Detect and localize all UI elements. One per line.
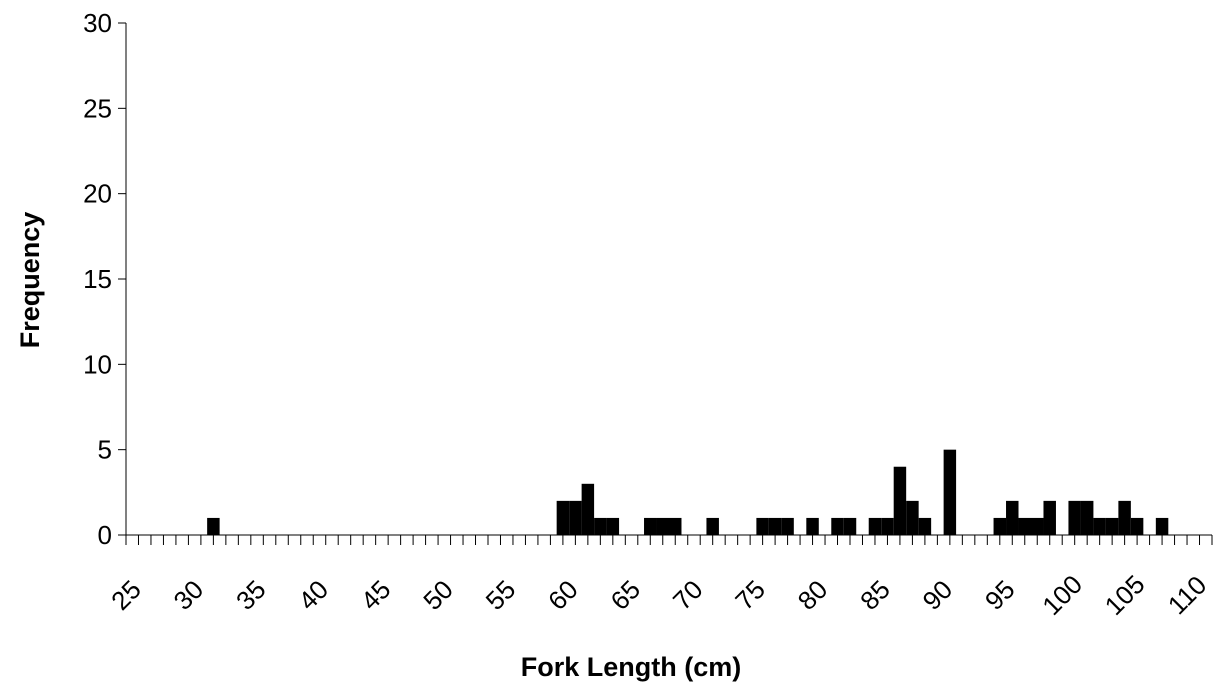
x-tick-label: 55 bbox=[480, 574, 522, 616]
bar bbox=[831, 517, 844, 535]
bar bbox=[1006, 500, 1019, 535]
bar bbox=[1018, 517, 1031, 535]
x-tick-label: 75 bbox=[729, 574, 771, 616]
y-axis-title: Frequency bbox=[15, 212, 45, 349]
y-tick-label: 0 bbox=[98, 520, 112, 550]
bar bbox=[768, 517, 782, 535]
bar bbox=[1118, 500, 1131, 535]
bar bbox=[207, 517, 220, 535]
bar bbox=[1093, 517, 1106, 535]
bar bbox=[806, 517, 819, 535]
y-tick-label: 5 bbox=[98, 435, 112, 465]
y-tick-label: 30 bbox=[83, 8, 112, 38]
bar bbox=[706, 517, 719, 535]
y-tick-label: 15 bbox=[83, 264, 112, 294]
x-tick-label: 100 bbox=[1036, 569, 1088, 621]
x-tick-label: 45 bbox=[355, 574, 397, 616]
x-tick-label: 80 bbox=[792, 574, 834, 616]
x-tick-label: 50 bbox=[417, 574, 459, 616]
bar bbox=[881, 517, 894, 535]
y-tick-label: 25 bbox=[83, 93, 112, 123]
y-tick-label: 10 bbox=[83, 349, 112, 379]
x-tick-label: 30 bbox=[168, 574, 210, 616]
bar bbox=[556, 500, 570, 535]
x-axis-title: Fork Length (cm) bbox=[521, 652, 742, 682]
x-tick-label: 40 bbox=[292, 574, 334, 616]
bar bbox=[943, 449, 957, 535]
bar bbox=[1068, 500, 1081, 535]
bar bbox=[906, 500, 919, 535]
bar bbox=[843, 517, 857, 535]
plot-area: 0 5 10 15 20 25 30 25 30 35 40 45 50 55 60 65 70 75 80 85 9… bbox=[83, 8, 1213, 621]
bar bbox=[569, 500, 582, 535]
bar bbox=[918, 517, 932, 535]
bar bbox=[594, 517, 607, 535]
bar bbox=[756, 517, 769, 535]
bar bbox=[1080, 500, 1094, 535]
bars bbox=[207, 449, 1169, 535]
bar bbox=[644, 517, 657, 535]
x-tick-label: 95 bbox=[979, 574, 1021, 616]
bar bbox=[669, 517, 682, 535]
x-ticks: 25 30 35 40 45 50 55 60 65 70 75 80 85 90 95 100 105 110 bbox=[105, 535, 1213, 621]
x-tick-label: 25 bbox=[105, 574, 147, 616]
bar bbox=[606, 517, 620, 535]
bar bbox=[868, 517, 882, 535]
y-ticks: 0 5 10 15 20 25 30 bbox=[83, 8, 126, 550]
x-tick-label: 35 bbox=[230, 574, 272, 616]
bar bbox=[781, 517, 794, 535]
bar bbox=[1031, 517, 1044, 535]
bar bbox=[1130, 517, 1144, 535]
x-tick-label: 90 bbox=[917, 574, 959, 616]
bar bbox=[1155, 517, 1169, 535]
x-tick-label: 85 bbox=[854, 574, 896, 616]
bar bbox=[893, 466, 907, 535]
bar bbox=[993, 517, 1007, 535]
x-tick-label: 105 bbox=[1099, 569, 1151, 621]
y-tick-label: 20 bbox=[83, 179, 112, 209]
bar bbox=[1105, 517, 1119, 535]
x-tick-label: 65 bbox=[604, 574, 646, 616]
x-tick-label: 60 bbox=[542, 574, 584, 616]
x-tick-label: 110 bbox=[1162, 570, 1213, 621]
bar bbox=[656, 517, 669, 535]
bar bbox=[1043, 500, 1056, 535]
x-tick-label: 70 bbox=[667, 574, 709, 616]
bar bbox=[581, 483, 595, 535]
